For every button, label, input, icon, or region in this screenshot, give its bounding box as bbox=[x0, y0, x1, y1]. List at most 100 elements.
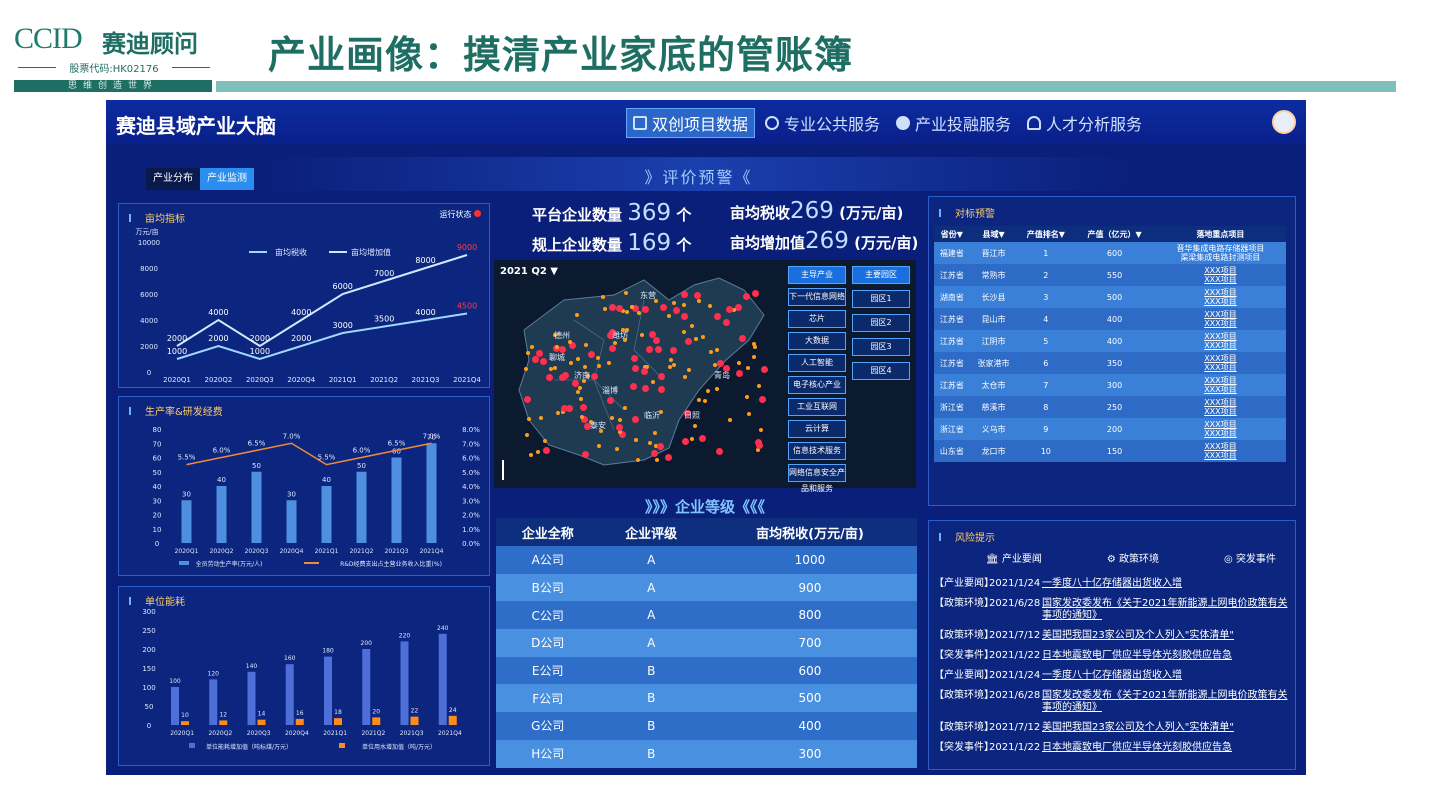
enterprise-dot[interactable] bbox=[636, 458, 641, 463]
enterprise-dot[interactable] bbox=[566, 404, 574, 412]
enterprise-dot[interactable] bbox=[623, 291, 628, 296]
enterprise-dot[interactable] bbox=[630, 383, 638, 391]
enterprise-dot[interactable] bbox=[612, 340, 617, 345]
enterprise-dot[interactable] bbox=[582, 378, 587, 383]
quarter-select[interactable]: 2021 Q2 ▼ bbox=[500, 266, 558, 277]
enterprise-dot[interactable] bbox=[658, 372, 666, 380]
enterprise-dot[interactable] bbox=[670, 346, 678, 354]
park-filter-button[interactable]: 园区4 bbox=[852, 362, 910, 380]
enterprise-dot[interactable] bbox=[574, 312, 579, 317]
enterprise-dot[interactable] bbox=[575, 389, 580, 394]
table-header[interactable]: 县域▼ bbox=[969, 226, 1018, 242]
industry-filter-button[interactable]: 电子核心产业 bbox=[788, 376, 846, 394]
industry-map[interactable]: 2021 Q2 ▼ 东营 潍坊 济南 淄博 临沂 日照 青岛 泰安 聊城 德州 主导产业 下一代信息… bbox=[494, 260, 916, 493]
risk-news-item[interactable]: 【政策环境】 2021/6/28 国家发改委发布《关于2021年新能源上网电价政策有… bbox=[934, 594, 1296, 626]
enterprise-dot[interactable] bbox=[560, 405, 568, 413]
enterprise-dot[interactable] bbox=[697, 298, 702, 303]
enterprise-dot[interactable] bbox=[652, 337, 660, 345]
enterprise-dot[interactable] bbox=[632, 364, 640, 372]
enterprise-dot[interactable] bbox=[693, 336, 698, 341]
enterprise-dot[interactable] bbox=[654, 458, 659, 463]
table-header[interactable]: 省份▼ bbox=[934, 226, 970, 242]
nav-item-talent[interactable]: 人才分析服务 bbox=[1021, 108, 1148, 138]
enterprise-dot[interactable] bbox=[524, 366, 528, 371]
enterprise-dot[interactable] bbox=[609, 415, 614, 420]
enterprise-dot[interactable] bbox=[561, 410, 566, 415]
enterprise-dot[interactable] bbox=[588, 420, 593, 425]
enterprise-dot[interactable] bbox=[716, 360, 724, 368]
enterprise-dot[interactable] bbox=[700, 335, 705, 340]
enterprise-dot[interactable] bbox=[567, 340, 572, 345]
risk-headline-link[interactable]: 日本地震致电厂供应半导体光刻胶供应告急 bbox=[1042, 650, 1232, 661]
enterprise-dot[interactable] bbox=[641, 305, 649, 313]
tab-policy[interactable]: ⚙ 政策环境 bbox=[1106, 554, 1160, 565]
enterprise-dot[interactable] bbox=[689, 437, 694, 442]
enterprise-dot[interactable] bbox=[660, 304, 668, 312]
table-header[interactable]: 落地重点项目 bbox=[1154, 226, 1286, 242]
enterprise-dot[interactable] bbox=[745, 366, 750, 371]
industry-filter-button[interactable]: 信息技术服务 bbox=[788, 442, 846, 460]
park-filter-button[interactable]: 园区3 bbox=[852, 338, 910, 356]
enterprise-dot[interactable] bbox=[616, 424, 624, 432]
enterprise-dot[interactable] bbox=[621, 327, 626, 332]
enterprise-dot[interactable] bbox=[760, 365, 768, 373]
nav-item-projects[interactable]: 双创项目数据 bbox=[626, 108, 756, 138]
industry-filter-button[interactable]: 下一代信息网络 bbox=[788, 288, 846, 306]
enterprise-dot[interactable] bbox=[756, 447, 761, 452]
enterprise-dot[interactable] bbox=[668, 364, 673, 369]
enterprise-dot[interactable] bbox=[644, 365, 649, 370]
enterprise-dot[interactable] bbox=[671, 363, 676, 368]
enterprise-dot[interactable] bbox=[552, 365, 557, 370]
enterprise-dot[interactable] bbox=[715, 448, 723, 456]
enterprise-dot[interactable] bbox=[579, 396, 584, 401]
table-row[interactable]: 江苏省 昆山市 4 400 XXX项目 XXX项目 bbox=[934, 308, 1286, 330]
enterprise-dot[interactable] bbox=[715, 387, 720, 392]
risk-news-item[interactable]: 【政策环境】 2021/6/28 国家发改委发布《关于2021年新能源上网电价政策有… bbox=[934, 686, 1296, 718]
enterprise-dot[interactable] bbox=[569, 361, 574, 366]
enterprise-dot[interactable] bbox=[585, 374, 590, 379]
enterprise-dot[interactable] bbox=[524, 433, 529, 438]
enterprise-dot[interactable] bbox=[572, 379, 580, 387]
enterprise-dot[interactable] bbox=[548, 367, 553, 372]
enterprise-dot[interactable] bbox=[608, 344, 616, 352]
enterprise-dot[interactable] bbox=[753, 345, 758, 350]
enterprise-dot[interactable] bbox=[617, 430, 622, 435]
park-filter-button[interactable]: 园区1 bbox=[852, 290, 910, 308]
enterprise-dot[interactable] bbox=[631, 354, 639, 362]
table-row[interactable]: 江苏省 江阴市 5 400 XXX项目 XXX项目 bbox=[934, 330, 1286, 352]
enterprise-dot[interactable] bbox=[725, 305, 733, 313]
enterprise-dot[interactable] bbox=[591, 373, 599, 380]
enterprise-dot[interactable] bbox=[588, 351, 596, 359]
enterprise-dot[interactable] bbox=[656, 443, 664, 451]
enterprise-dot[interactable] bbox=[552, 333, 557, 338]
enterprise-dot[interactable] bbox=[715, 347, 720, 352]
enterprise-dot[interactable] bbox=[744, 395, 749, 400]
table-header[interactable]: 企业评级 bbox=[599, 518, 703, 546]
enterprise-dot[interactable] bbox=[652, 431, 657, 436]
avatar[interactable] bbox=[1272, 110, 1296, 134]
enterprise-dot[interactable] bbox=[736, 370, 744, 378]
table-row[interactable]: B公司 A 900 bbox=[496, 573, 917, 602]
enterprise-dot[interactable] bbox=[618, 431, 626, 439]
enterprise-dot[interactable] bbox=[690, 324, 695, 329]
enterprise-dot[interactable] bbox=[681, 329, 686, 334]
enterprise-dot[interactable] bbox=[542, 439, 547, 444]
risk-news-item[interactable]: 【突发事件】 2021/1/22 日本地震致电厂供应半导体光刻胶供应告急 bbox=[934, 646, 1296, 666]
enterprise-dot[interactable] bbox=[620, 308, 625, 313]
table-row[interactable]: 福建省 晋江市 1 600 晋华集成电路存储器项目 渠梁集成电路封测项目 bbox=[934, 242, 1286, 264]
enterprise-dot[interactable] bbox=[668, 358, 673, 363]
enterprise-dot[interactable] bbox=[538, 416, 543, 421]
enterprise-dot[interactable] bbox=[597, 444, 602, 449]
table-row[interactable]: 湖南省 长沙县 3 500 XXX项目 XXX项目 bbox=[934, 286, 1286, 308]
enterprise-dot[interactable] bbox=[580, 404, 588, 412]
risk-news-item[interactable]: 【突发事件】 2021/1/22 日本地震致电厂供应半导体光刻胶供应告急 bbox=[934, 738, 1296, 758]
enterprise-dot[interactable] bbox=[640, 332, 645, 337]
enterprise-dot[interactable] bbox=[751, 341, 756, 346]
enterprise-dot[interactable] bbox=[650, 450, 658, 458]
enterprise-dot[interactable] bbox=[584, 422, 592, 430]
enterprise-dot[interactable] bbox=[555, 345, 560, 350]
enterprise-dot[interactable] bbox=[681, 303, 686, 308]
enterprise-dot[interactable] bbox=[536, 449, 541, 454]
enterprise-dot[interactable] bbox=[655, 346, 663, 354]
enterprise-dot[interactable] bbox=[540, 357, 547, 365]
